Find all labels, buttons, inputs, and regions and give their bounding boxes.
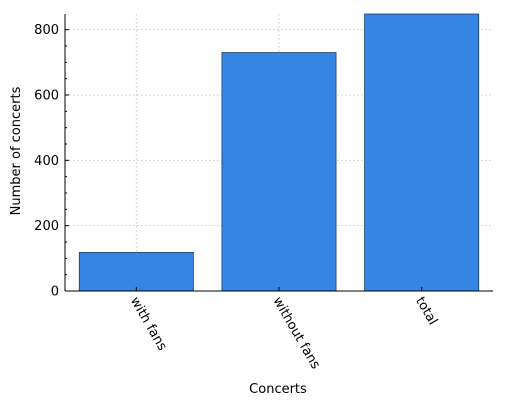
y-tick-label: 200 (34, 219, 59, 234)
y-tick-label: 800 (34, 23, 59, 38)
x-tick-label: without fans (270, 295, 323, 372)
bar (221, 52, 337, 292)
bars (78, 13, 480, 292)
y-tick-label: 400 (34, 154, 59, 169)
bar (364, 13, 480, 292)
x-tick-label: with fans (127, 295, 170, 354)
y-ticks: 0 200 400 600 800 (34, 23, 69, 300)
bar (78, 252, 194, 292)
x-ticks: with fans without fans total (127, 287, 440, 372)
y-tick-label: 0 (51, 285, 59, 300)
y-axis-title: Number of concerts (9, 86, 24, 215)
x-axis-title: Concerts (249, 382, 307, 397)
y-tick-label: 600 (34, 89, 59, 104)
x-tick-label: total (412, 295, 440, 328)
